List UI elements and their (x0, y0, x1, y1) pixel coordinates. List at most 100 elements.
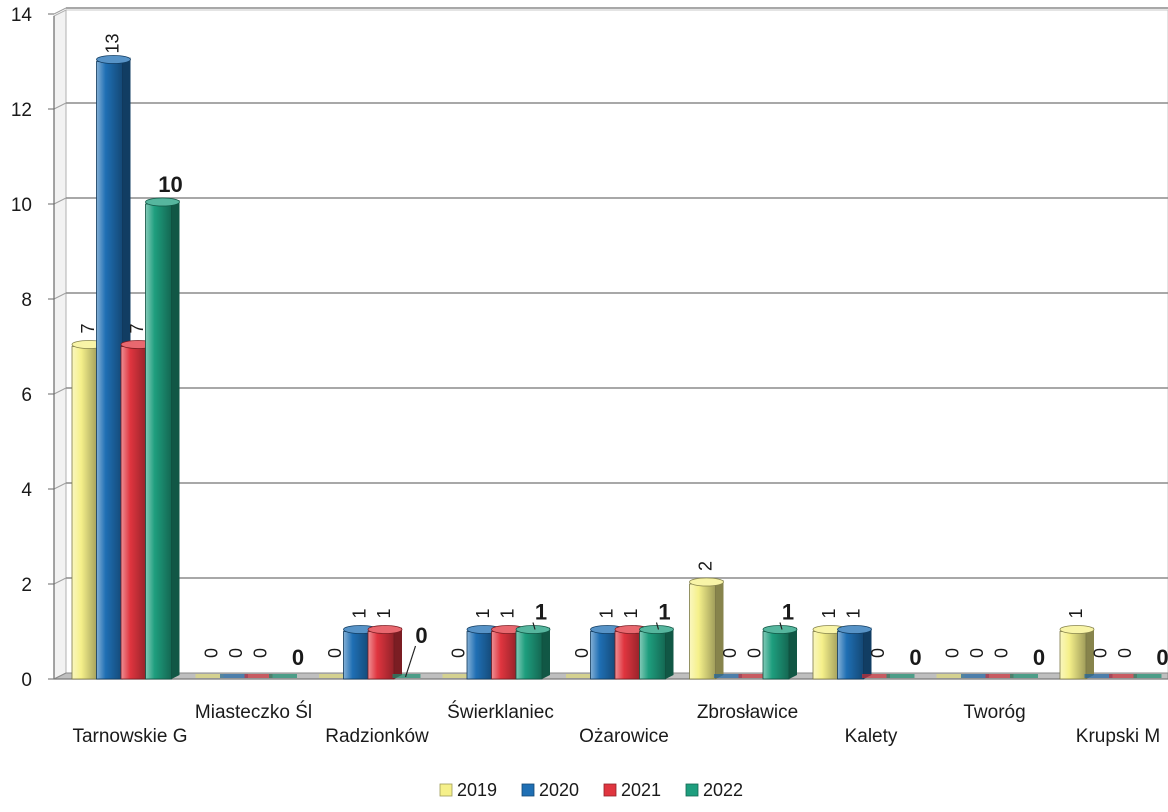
label-leader (655, 622, 660, 630)
bar-2019-7 (936, 674, 965, 678)
x-axis: Tarnowskie G Miasteczko Śl Radzionków Świer… (72, 701, 1160, 747)
data-label: 0 (720, 648, 740, 658)
bar-front (689, 583, 716, 680)
x-category-label: Tworóg (963, 702, 1025, 723)
gridline-side (53, 482, 67, 490)
bar-top (689, 577, 724, 587)
data-label: 1 (843, 608, 863, 618)
x-category-label: Kalety (845, 726, 898, 747)
label-leader (404, 645, 417, 678)
data-label: 0 (1090, 648, 1110, 658)
bar-front (367, 631, 395, 680)
bar-flat (1109, 674, 1137, 678)
bar-2019-4 (566, 674, 594, 678)
bar-front (762, 631, 790, 680)
legend-item: 2019 (439, 780, 497, 800)
bar-flat (714, 674, 742, 678)
bar-front (837, 631, 864, 680)
gridlines (53, 7, 1168, 585)
data-label: 0 (415, 623, 427, 648)
legend-label: 2021 (621, 780, 661, 800)
bar-2021-8 (1109, 674, 1137, 678)
bar-flat (1010, 674, 1038, 678)
bar-2022-5 (762, 625, 798, 680)
x-category-label: Radzionków (325, 726, 429, 747)
bar-2021-7 (985, 674, 1014, 678)
data-label: 0 (572, 648, 592, 658)
bar-2021-5 (738, 674, 767, 678)
bar-2019-8 (1059, 625, 1095, 680)
x-category-label: Świerklaniec (447, 701, 554, 723)
bar-2022-6 (886, 674, 915, 678)
bar-flat (442, 674, 471, 678)
bar-flat (862, 674, 890, 678)
bar-side (715, 580, 724, 679)
bar-side (789, 627, 797, 679)
x-category-label: Miasteczko Śl (195, 701, 312, 723)
gridline-side (53, 7, 67, 15)
data-label: 1 (819, 608, 839, 618)
gridline-side (53, 577, 67, 585)
data-label: 7 (78, 323, 98, 333)
y-tick-label: 4 (21, 480, 32, 501)
data-label: 0 (325, 648, 345, 658)
data-label: 1 (473, 608, 493, 618)
label-leader (779, 622, 783, 630)
bar-2020-5 (714, 674, 742, 678)
x-category-label: Zbrosławice (697, 702, 798, 723)
legend-label: 2020 (539, 780, 579, 800)
bar-flat (195, 674, 224, 678)
data-label: 0 (744, 648, 764, 658)
data-label: 0 (967, 648, 987, 658)
data-label: 1 (374, 608, 394, 618)
bar-side (665, 627, 674, 679)
legend: 2019 2020 2021 2022 (439, 780, 743, 800)
gridline-side (53, 292, 67, 300)
bar-flat (392, 674, 421, 678)
bar-2019-5 (689, 577, 724, 680)
bar-front (812, 631, 840, 680)
bar-top (145, 197, 180, 207)
y-tick-label: 2 (21, 575, 32, 596)
x-category-label: Krupski M (1076, 726, 1160, 747)
bar-2019-3 (442, 674, 471, 678)
legend-item: 2021 (603, 780, 661, 800)
bar-flat (961, 674, 989, 678)
data-label: 1 (1066, 608, 1086, 618)
bar-2021-2 (367, 625, 403, 680)
data-label: 0 (292, 645, 304, 670)
y-tick-label: 6 (21, 385, 32, 406)
bar-flat (319, 674, 347, 678)
bar-2020-8 (1084, 674, 1113, 678)
bar-top (639, 625, 674, 634)
bar-front (71, 346, 99, 680)
data-label: 1 (782, 600, 794, 625)
bar-side (1086, 627, 1094, 679)
bar-flat (244, 674, 273, 678)
bar-top (367, 625, 403, 634)
gridline-side (53, 102, 67, 110)
bar-top (1059, 625, 1095, 634)
legend-swatch (521, 783, 535, 797)
data-label: 0 (991, 648, 1011, 658)
bar-2022-4 (639, 625, 674, 680)
bar-flat (220, 674, 248, 678)
data-label: 0 (250, 648, 270, 658)
data-label: 2 (695, 561, 715, 571)
y-tick-label: 0 (21, 670, 32, 691)
bar-front (590, 631, 617, 680)
data-label: 10 (158, 172, 182, 197)
y-tick-label: 8 (21, 290, 32, 311)
back-wall (65, 9, 1168, 676)
data-label: 0 (868, 648, 888, 658)
bar-2022-2 (392, 674, 421, 678)
data-label: 7 (127, 323, 147, 333)
gridline-side (53, 387, 67, 395)
data-label: 0 (201, 648, 221, 658)
y-tick-label: 10 (11, 195, 32, 216)
chart-walls (53, 9, 1168, 680)
data-label: 1 (349, 608, 369, 618)
bar-flat (269, 674, 297, 678)
bar-front (120, 346, 148, 680)
bar-side (394, 627, 402, 679)
